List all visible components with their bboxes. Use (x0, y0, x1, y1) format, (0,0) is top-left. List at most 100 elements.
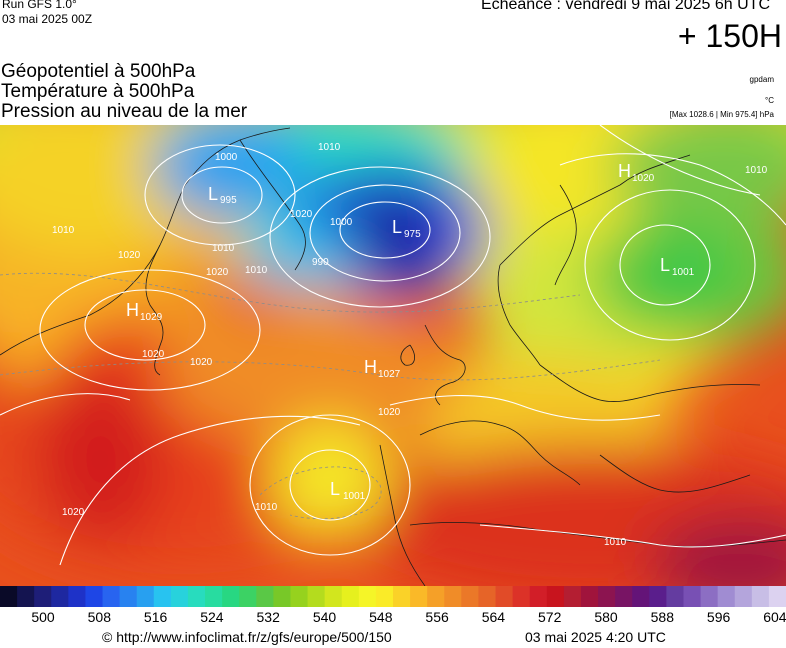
svg-text:1029: 1029 (140, 312, 163, 323)
colorbar-swatch (393, 586, 411, 607)
svg-text:1020: 1020 (632, 173, 655, 184)
colorbar-swatch (307, 586, 326, 607)
colorbar-swatch (649, 586, 667, 607)
isobar-label: 1020 (190, 357, 213, 368)
low-center: L 1001 (660, 255, 695, 278)
colorbar-tick-label: 556 (425, 609, 449, 625)
isobar-label: 1010 (212, 243, 235, 254)
colorbar-swatch (222, 586, 240, 607)
high-center: H 1029 (126, 300, 163, 323)
colorbar-swatch (410, 586, 428, 607)
colorbar-swatch (751, 586, 770, 607)
colorbar-tick-label: 572 (538, 609, 562, 625)
isobar-label: 1010 (318, 142, 341, 153)
colorbar-swatch (187, 586, 206, 607)
colorbar-swatch (153, 586, 172, 607)
colorbar-swatch (256, 586, 274, 607)
colorbar-swatch (768, 586, 786, 607)
low-center: L 975 (392, 217, 421, 240)
colorbar-swatch (615, 586, 633, 607)
isobar-label: 1010 (52, 225, 75, 236)
geopotential-isolines (0, 272, 661, 520)
colorbar-tick-label: 540 (312, 609, 337, 625)
colorbar-swatch (598, 586, 616, 607)
svg-text:975: 975 (404, 229, 421, 240)
colorbar-swatch (632, 586, 650, 607)
colorbar-tick-label: 580 (594, 609, 618, 625)
colorbar-swatch (427, 586, 445, 607)
run-label: Run GFS 1.0° (2, 0, 77, 11)
svg-text:H: H (364, 357, 377, 377)
colorbar-swatch (375, 586, 394, 607)
temperature-field (0, 125, 786, 586)
colorbar-swatch (0, 586, 18, 607)
colorbar-swatch (17, 586, 35, 607)
colorbar (0, 586, 786, 607)
colorbar-swatch (563, 586, 582, 607)
svg-text:1001: 1001 (672, 267, 695, 278)
svg-text:L: L (330, 479, 340, 499)
colorbar-tick-label: 508 (87, 609, 111, 625)
low-center: L 995 (208, 184, 237, 206)
pressure-centers: L 995 L 975 H 1020 L 1001 H 1029 H 1027 … (126, 161, 695, 502)
colorbar-swatch (717, 586, 736, 607)
isobar-label: 1020 (378, 407, 401, 418)
colorbar-swatch (51, 586, 69, 607)
isobar-label: 990 (312, 257, 329, 268)
colorbar-tick-label: 588 (650, 609, 674, 625)
svg-text:1027: 1027 (378, 369, 401, 380)
colorbar-swatch (102, 586, 121, 607)
title-pressure: Pression au niveau de la mer (1, 101, 248, 122)
colorbar-swatch (734, 586, 753, 607)
colorbar-swatch (324, 586, 343, 607)
colorbar-swatch (358, 586, 377, 607)
pressure-range: [Max 1028.6 | Min 975.4] hPa (669, 110, 774, 119)
isobar-label: 1020 (118, 250, 141, 261)
colorbar-tick-label: 564 (481, 609, 506, 625)
isobars (0, 125, 786, 566)
isobar-label: 1020 (62, 507, 85, 518)
colorbar-tick-label: 532 (256, 609, 280, 625)
colorbar-swatch (512, 586, 531, 607)
title-temperature: Température à 500hPa (1, 81, 195, 102)
colorbar-swatch (34, 586, 52, 607)
svg-text:H: H (618, 161, 631, 181)
footer-url[interactable]: © http://www.infoclimat.fr/z/gfs/europe/… (102, 629, 392, 645)
colorbar-tick-label: 524 (200, 609, 224, 625)
colorbar-swatch (136, 586, 155, 607)
colorbar-swatch (239, 586, 257, 607)
colorbar-swatch (290, 586, 309, 607)
svg-text:L: L (392, 217, 402, 237)
isobar-label: 1010 (245, 265, 268, 276)
svg-text:1001: 1001 (343, 491, 366, 502)
low-center: L 1001 (330, 479, 366, 502)
colorbar-swatch (546, 586, 565, 607)
colorbar-swatch (683, 586, 702, 607)
colorbar-swatch (495, 586, 514, 607)
isobar-label: 1000 (215, 152, 238, 163)
colorbar-swatch (700, 586, 719, 607)
colorbar-swatch (205, 586, 223, 607)
colorbar-swatch (170, 586, 189, 607)
isobar-label: 1010 (745, 165, 768, 176)
colorbar-swatch (444, 586, 462, 607)
isobar-label: 1010 (604, 537, 627, 548)
unit-geopotential: gpdam (749, 75, 774, 84)
svg-text:H: H (126, 300, 139, 320)
colorbar-tick-label: 596 (706, 609, 731, 625)
colorbar-ticks: 500 508 516 524 532 540 548 556 564 572 580 588 596 6… (0, 609, 786, 629)
colorbar-tick-label: 548 (369, 609, 393, 625)
weather-map[interactable]: 1000 1010 1020 1010 1020 1020 1010 1000 … (0, 125, 786, 586)
isobar-label: 1020 (206, 267, 229, 278)
colorbar-tick-label: 516 (143, 609, 168, 625)
coastlines (0, 127, 786, 586)
colorbar-swatch (273, 586, 291, 607)
colorbar-swatch (119, 586, 138, 607)
isobar-label: 1020 (290, 209, 313, 220)
lead-time: + 150H (677, 18, 782, 54)
high-center: H 1020 (618, 161, 655, 184)
run-date: 03 mai 2025 00Z (2, 12, 93, 26)
valid-time-label: Echéance : vendredi 9 mai 2025 6h UTC (480, 0, 770, 13)
isobar-label: 1010 (255, 502, 278, 513)
colorbar-tick-label: 604 (763, 609, 786, 625)
